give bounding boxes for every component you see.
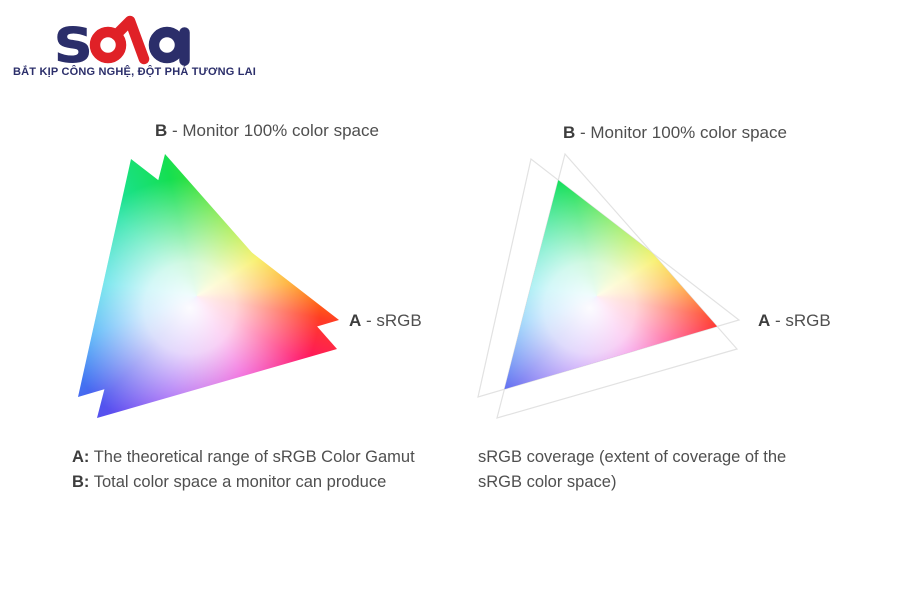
brand-tagline: BẮT KỊP CÔNG NGHỆ, ĐỘT PHÁ TƯƠNG LAI	[13, 66, 257, 78]
logo-n-glyph	[110, 15, 150, 65]
label-prefix-b: B	[563, 123, 576, 142]
label-text: - sRGB	[361, 311, 422, 330]
label-monitor-space-left: B - Monitor 100% color space	[155, 121, 379, 141]
label-text: - Monitor 100% color space	[575, 123, 787, 142]
caption-text: Total color space a monitor can produce	[89, 473, 387, 491]
label-srgb-left: A - sRGB	[349, 311, 422, 331]
caption-right: sRGB coverage (extent of coverage of the…	[478, 448, 787, 491]
logo-letter-a-bowl	[148, 26, 186, 64]
label-prefix-a: A	[349, 311, 362, 330]
caption-left: A: The theoretical range of sRGB Color G…	[72, 445, 415, 495]
label-text: - Monitor 100% color space	[167, 121, 379, 140]
caption-prefix-a: A:	[72, 448, 90, 466]
caption-text: The theoretical range of sRGB Color Gamu…	[89, 448, 415, 466]
label-srgb-right: A - sRGB	[758, 311, 831, 331]
label-prefix-b: B	[155, 121, 168, 140]
caption-prefix-b: B:	[72, 473, 90, 491]
sona-logo-graphic: s	[54, 12, 190, 72]
caption-line-a: A: The theoretical range of sRGB Color G…	[72, 445, 415, 470]
label-monitor-space-right: B - Monitor 100% color space	[563, 123, 787, 143]
logo-letter-s: s	[54, 12, 92, 72]
gamut-diagram-overlap	[60, 140, 420, 440]
logo-o-glyph	[89, 26, 127, 64]
gamut-diagram-coverage	[460, 140, 820, 440]
label-text: - sRGB	[770, 311, 831, 330]
label-prefix-a: A	[758, 311, 771, 330]
caption-line-b: B: Total color space a monitor can produ…	[72, 470, 415, 495]
brand-logo: s	[50, 12, 210, 72]
